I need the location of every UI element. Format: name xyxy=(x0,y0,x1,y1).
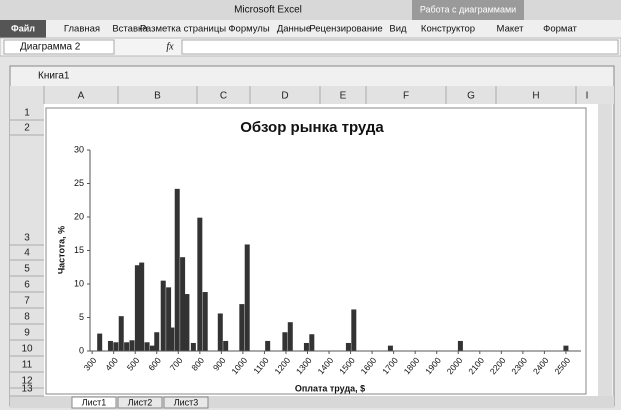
row-header[interactable]: 9 xyxy=(24,328,30,339)
bar xyxy=(124,342,130,351)
vertical-scrollbar[interactable] xyxy=(598,104,612,396)
bar xyxy=(166,287,172,351)
bar xyxy=(239,304,245,351)
column-header[interactable]: B xyxy=(154,91,161,102)
bar xyxy=(217,313,223,351)
row-header-bar xyxy=(10,104,44,396)
bar xyxy=(345,342,351,351)
column-header[interactable]: A xyxy=(78,91,85,102)
y-tick-label: 10 xyxy=(74,278,84,288)
bar xyxy=(149,345,155,351)
bar xyxy=(97,333,103,351)
bar xyxy=(223,340,229,351)
y-tick-label: 25 xyxy=(74,178,84,188)
bar xyxy=(154,332,160,351)
row-header[interactable]: 2 xyxy=(24,123,30,134)
bar xyxy=(169,327,175,351)
formula-input[interactable] xyxy=(181,39,619,55)
row-header[interactable]: 10 xyxy=(21,344,33,355)
file-tab-bg xyxy=(0,20,46,38)
row-header[interactable]: 12 xyxy=(21,376,33,387)
sheet-tab[interactable]: Лист2 xyxy=(128,397,153,407)
sheet-tab-bg[interactable] xyxy=(163,396,209,409)
row-header[interactable]: 7 xyxy=(24,296,30,307)
ribbon-tab[interactable]: Разметка страницы xyxy=(140,24,226,35)
bar xyxy=(303,342,309,351)
context-tab[interactable]: Работа с диаграммами xyxy=(420,4,516,14)
bar xyxy=(282,332,288,351)
bar xyxy=(202,292,208,351)
column-header[interactable]: G xyxy=(467,91,475,102)
ribbon-tab[interactable]: Данные xyxy=(277,24,311,35)
ribbon-tab[interactable]: Рецензирование xyxy=(309,24,382,35)
bar xyxy=(160,280,166,351)
column-header[interactable]: D xyxy=(281,91,288,102)
bar xyxy=(563,345,569,351)
row-header[interactable]: 13 xyxy=(21,384,33,395)
bar xyxy=(287,322,293,351)
y-tick-label: 20 xyxy=(74,211,84,221)
y-tick-label: 5 xyxy=(79,312,84,322)
ribbon-tab[interactable]: Формат xyxy=(543,24,577,35)
chart-title: Обзор рынка труда xyxy=(240,119,384,136)
bar xyxy=(180,257,186,351)
bar xyxy=(174,188,180,351)
ribbon-tab[interactable]: Главная xyxy=(64,24,100,35)
ribbon-tab[interactable]: Формулы xyxy=(228,24,270,35)
row-header[interactable]: 5 xyxy=(24,264,30,275)
bar xyxy=(139,262,145,351)
bar xyxy=(107,340,113,351)
y-axis-label: Частота, % xyxy=(56,226,66,274)
window-title: Microsoft Excel xyxy=(234,5,302,16)
bar xyxy=(387,345,393,351)
column-header-bar xyxy=(10,86,614,104)
bar xyxy=(134,265,140,351)
bar xyxy=(118,316,124,351)
formula-icon[interactable]: fx xyxy=(166,41,174,52)
row-header[interactable]: 8 xyxy=(24,312,30,323)
ribbon-tabs xyxy=(0,20,621,38)
column-header[interactable]: H xyxy=(532,91,539,102)
bar xyxy=(197,217,203,351)
sheet-tab[interactable]: Лист1 xyxy=(82,397,107,407)
bar xyxy=(351,309,357,351)
y-tick-label: 30 xyxy=(74,144,84,154)
row-header[interactable]: 11 xyxy=(22,360,33,371)
context-tab-highlight xyxy=(412,0,524,20)
sheet-tab-bg[interactable] xyxy=(71,396,117,409)
row-header[interactable]: 3 xyxy=(24,233,30,244)
bar xyxy=(113,342,119,351)
bar xyxy=(457,340,463,351)
ribbon-tab[interactable]: Конструктор xyxy=(421,24,475,35)
sheet-tab[interactable]: Лист3 xyxy=(174,397,199,407)
row-header[interactable]: 6 xyxy=(24,280,30,291)
column-header[interactable]: I xyxy=(586,91,589,102)
row-header[interactable]: 4 xyxy=(24,248,30,259)
bar xyxy=(265,340,271,351)
bar xyxy=(309,334,315,351)
sheet-tab-bg[interactable] xyxy=(117,396,163,409)
bar xyxy=(129,340,135,351)
column-header[interactable]: E xyxy=(340,91,347,102)
column-header[interactable]: F xyxy=(403,91,409,102)
y-tick-label: 0 xyxy=(79,345,84,355)
name-box[interactable]: Диаграмма 2 xyxy=(20,42,81,53)
title-bar xyxy=(0,0,621,20)
ribbon-tab[interactable]: Макет xyxy=(497,24,525,35)
column-header[interactable]: C xyxy=(220,91,227,102)
name-box-frame[interactable] xyxy=(3,39,115,55)
bar xyxy=(244,244,250,351)
ribbon-tab[interactable]: Вставка xyxy=(112,24,148,35)
y-tick-label: 15 xyxy=(74,245,84,255)
bar xyxy=(144,342,150,351)
row-header[interactable]: 1 xyxy=(24,108,30,119)
x-axis-label: Оплата труда, $ xyxy=(295,383,365,393)
bar xyxy=(190,342,196,351)
bar xyxy=(184,294,190,351)
ribbon-tab[interactable]: Файл xyxy=(11,23,35,33)
workbook-title[interactable]: Книга1 xyxy=(38,71,70,82)
ribbon-tab[interactable]: Вид xyxy=(389,24,407,35)
